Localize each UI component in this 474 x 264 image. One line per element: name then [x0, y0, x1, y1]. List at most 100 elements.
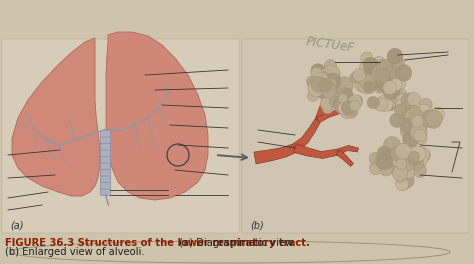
Circle shape	[343, 105, 353, 114]
Circle shape	[319, 82, 332, 95]
Circle shape	[385, 100, 396, 111]
Circle shape	[374, 98, 388, 111]
Circle shape	[401, 118, 416, 134]
Circle shape	[411, 115, 424, 128]
Circle shape	[337, 88, 354, 105]
Circle shape	[324, 80, 337, 93]
Circle shape	[401, 122, 418, 140]
Circle shape	[376, 76, 391, 91]
Circle shape	[409, 151, 419, 162]
Circle shape	[394, 104, 406, 116]
Circle shape	[346, 105, 358, 117]
Circle shape	[341, 107, 352, 119]
Text: (b): (b)	[250, 220, 264, 230]
Circle shape	[338, 97, 348, 107]
Circle shape	[353, 69, 365, 82]
Circle shape	[412, 115, 427, 129]
Circle shape	[311, 67, 322, 78]
FancyBboxPatch shape	[100, 150, 110, 157]
Circle shape	[395, 143, 411, 159]
Polygon shape	[292, 119, 320, 152]
Circle shape	[399, 155, 415, 171]
Circle shape	[383, 136, 401, 153]
FancyBboxPatch shape	[100, 137, 110, 144]
Circle shape	[391, 56, 405, 70]
Circle shape	[325, 59, 337, 71]
FancyBboxPatch shape	[100, 169, 110, 176]
Circle shape	[377, 95, 393, 112]
Circle shape	[398, 163, 413, 177]
Circle shape	[403, 176, 414, 187]
Circle shape	[400, 107, 415, 122]
Circle shape	[410, 149, 422, 161]
Circle shape	[315, 69, 332, 85]
Circle shape	[382, 64, 396, 78]
Circle shape	[412, 152, 424, 164]
Circle shape	[388, 87, 403, 102]
Circle shape	[369, 162, 383, 175]
Circle shape	[364, 57, 375, 69]
Circle shape	[383, 83, 400, 100]
Circle shape	[338, 102, 350, 115]
Circle shape	[401, 93, 417, 109]
Circle shape	[341, 101, 355, 115]
Circle shape	[399, 172, 414, 187]
FancyBboxPatch shape	[100, 130, 110, 137]
Circle shape	[414, 129, 426, 142]
Circle shape	[425, 110, 442, 127]
Circle shape	[419, 150, 431, 161]
Circle shape	[360, 69, 375, 84]
Circle shape	[375, 73, 388, 86]
Circle shape	[396, 178, 409, 191]
Circle shape	[425, 114, 438, 128]
Polygon shape	[315, 97, 327, 121]
Circle shape	[332, 93, 346, 106]
FancyBboxPatch shape	[100, 176, 110, 182]
Circle shape	[337, 95, 349, 108]
Circle shape	[369, 152, 382, 165]
Text: (a) Diagrammatic view.: (a) Diagrammatic view.	[176, 238, 296, 248]
Text: (a): (a)	[10, 220, 24, 230]
Circle shape	[375, 153, 393, 170]
Circle shape	[321, 82, 337, 98]
Circle shape	[387, 48, 403, 64]
Circle shape	[395, 65, 412, 81]
Circle shape	[367, 96, 379, 109]
Circle shape	[387, 157, 399, 170]
Circle shape	[316, 71, 330, 85]
Circle shape	[321, 86, 332, 97]
Circle shape	[374, 82, 385, 93]
Circle shape	[396, 92, 407, 103]
Circle shape	[413, 164, 427, 177]
Circle shape	[374, 73, 385, 84]
Circle shape	[338, 100, 353, 114]
Circle shape	[430, 107, 445, 121]
Circle shape	[393, 155, 406, 168]
Circle shape	[355, 77, 370, 92]
Circle shape	[379, 74, 389, 85]
Circle shape	[392, 148, 407, 164]
Circle shape	[361, 52, 373, 64]
Circle shape	[409, 111, 425, 127]
Circle shape	[358, 76, 376, 94]
Circle shape	[394, 88, 406, 99]
Circle shape	[405, 109, 418, 122]
Circle shape	[392, 152, 409, 168]
Polygon shape	[336, 150, 354, 166]
Circle shape	[334, 98, 349, 113]
Circle shape	[320, 80, 336, 95]
Polygon shape	[294, 144, 338, 158]
Circle shape	[333, 96, 346, 109]
Circle shape	[346, 102, 356, 112]
Circle shape	[311, 64, 325, 78]
Circle shape	[403, 167, 415, 179]
Circle shape	[320, 97, 334, 111]
Circle shape	[383, 81, 397, 95]
Circle shape	[398, 111, 414, 127]
Circle shape	[426, 114, 441, 128]
Circle shape	[324, 76, 339, 91]
Text: PICTUeF: PICTUeF	[305, 35, 355, 55]
Circle shape	[316, 83, 332, 99]
Circle shape	[388, 150, 401, 163]
Circle shape	[343, 100, 357, 114]
